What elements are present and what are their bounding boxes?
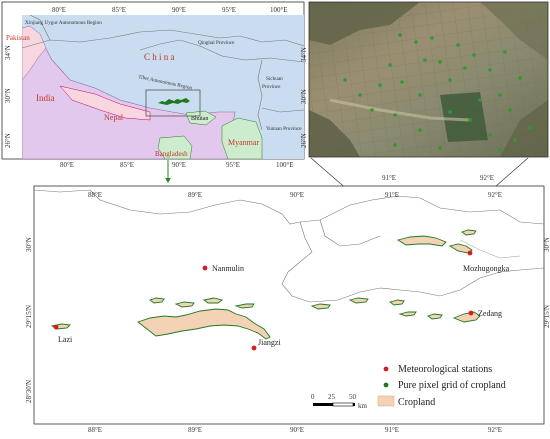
- station-label-jiangzi: Jiangzi: [258, 338, 281, 347]
- scale-bar: 0 25 50 km: [311, 393, 368, 410]
- scale-tick-50: 50: [349, 393, 357, 401]
- station-jiangzi: [251, 345, 257, 351]
- top-lon-4: 100°E: [270, 6, 288, 14]
- overview-map: Xinjiang Uygur Autonomous Region Qinghai…: [1, 1, 305, 183]
- legend-cropland-swatch: [377, 395, 395, 407]
- main-lat-right-0: 30°N: [543, 237, 550, 252]
- satellite-inset: 34°N 30°N 26°N 91°E 92°E: [300, 1, 549, 182]
- station-label-mozhugongka: Mozhugongka: [463, 264, 510, 273]
- main-lat-0: 30°N: [25, 237, 33, 252]
- lat-left-0: 34°N: [4, 45, 12, 60]
- nepal-region: [59, 85, 151, 121]
- label-qinghai: Qinghai Province: [198, 40, 235, 46]
- main-lon-top-4: 92°E: [488, 191, 502, 199]
- main-lat-1: 29°15'N: [25, 305, 33, 328]
- bottom-lon-0: 80°E: [60, 161, 74, 169]
- station-mozhugongka: [467, 250, 473, 256]
- myanmar-region: [221, 117, 263, 159]
- station-lazi: [53, 324, 59, 330]
- sat-lon-1: 92°E: [480, 174, 494, 182]
- sat-lat-1: 30°N: [300, 89, 308, 104]
- lat-left-1: 30°N: [4, 88, 12, 103]
- label-yunnan: Yunnan Province: [266, 126, 302, 132]
- legend-pure-pixel-symbol: [383, 382, 389, 388]
- main-lon-bottom-0: 88°E: [88, 426, 102, 434]
- legend-cropland-label: Cropland: [398, 397, 435, 408]
- label-sichuan-2: Province: [262, 84, 281, 90]
- sat-lat-2: 26°N: [300, 133, 308, 148]
- station-label-nanmulin: Nanmulin: [212, 264, 244, 273]
- main-lon-top-3: 91°E: [385, 191, 399, 199]
- bhutan-region: [185, 110, 217, 126]
- top-lon-0: 80°E: [52, 6, 66, 14]
- legend-station-label: Meteorological stations: [398, 364, 492, 375]
- label-myanmar: Myanmar: [228, 138, 259, 147]
- main-lon-bottom-3: 91°E: [385, 426, 399, 434]
- bottom-lon-2: 90°E: [172, 161, 186, 169]
- label-china: C h i n a: [144, 52, 175, 62]
- bottom-lon-4: 100°E: [276, 161, 294, 169]
- main-lat-2: 28°30'N: [25, 380, 33, 403]
- label-bhutan: Bhutan: [191, 116, 208, 122]
- scale-tick-25: 25: [328, 393, 336, 401]
- main-lon-top-2: 90°E: [290, 191, 304, 199]
- label-india: India: [36, 93, 55, 103]
- main-lon-bottom-1: 89°E: [188, 426, 202, 434]
- cropland-patches: [50, 229, 481, 340]
- top-lon-3: 95°E: [222, 6, 236, 14]
- bottom-lon-1: 85°E: [120, 161, 134, 169]
- legend: Meteorological stations Pure pixel grid …: [377, 364, 506, 408]
- main-lon-top-1: 89°E: [188, 191, 202, 199]
- overview-lat-coords: 34°N 30°N 26°N: [4, 45, 12, 148]
- bottom-lon-3: 95°E: [226, 161, 240, 169]
- overview-top-coords: 80°E 85°E 90°E 95°E 100°E: [52, 6, 288, 14]
- pakistan-region: [22, 25, 47, 81]
- label-sichuan-1: Sichuan: [266, 76, 283, 82]
- top-lon-2: 90°E: [172, 6, 186, 14]
- main-lon-bottom-4: 92°E: [488, 426, 502, 434]
- top-lon-1: 85°E: [112, 6, 126, 14]
- main-lon-top-0: 88°E: [88, 191, 102, 199]
- label-pakistan: Pakistan: [6, 34, 30, 42]
- main-map: Nanmulin Mozhugongka Zedang Lazi Jiangzi…: [25, 185, 550, 434]
- label-nepal: Nepal: [104, 113, 124, 122]
- bangladesh-region: [157, 135, 193, 159]
- scale-tick-0: 0: [311, 393, 315, 401]
- sat-lat-0: 34°N: [300, 47, 308, 62]
- overview-bottom-coords: 80°E 85°E 90°E 95°E 100°E: [60, 161, 294, 169]
- station-label-lazi: Lazi: [58, 335, 73, 344]
- sat-lon-0: 91°E: [382, 174, 396, 182]
- scale-unit: km: [358, 402, 368, 410]
- legend-station-symbol: [383, 366, 389, 372]
- label-xinjiang: Xinjiang Uygur Autonomous Region: [25, 20, 102, 26]
- station-markers: [53, 250, 474, 351]
- study-area-box: [145, 89, 201, 117]
- satellite-pure-pixels: [343, 33, 532, 152]
- main-lon-bottom-2: 90°E: [290, 426, 304, 434]
- station-zedang: [468, 310, 474, 316]
- main-lat-right-1: 29°15'N: [543, 305, 550, 328]
- legend-pure-pixel-label: Pure pixel grid of cropland: [398, 380, 506, 391]
- station-nanmulin: [202, 265, 208, 271]
- lat-left-2: 26°N: [4, 133, 12, 148]
- station-label-zedang: Zedang: [478, 309, 502, 318]
- label-bangladesh: Bangladesh: [155, 150, 188, 158]
